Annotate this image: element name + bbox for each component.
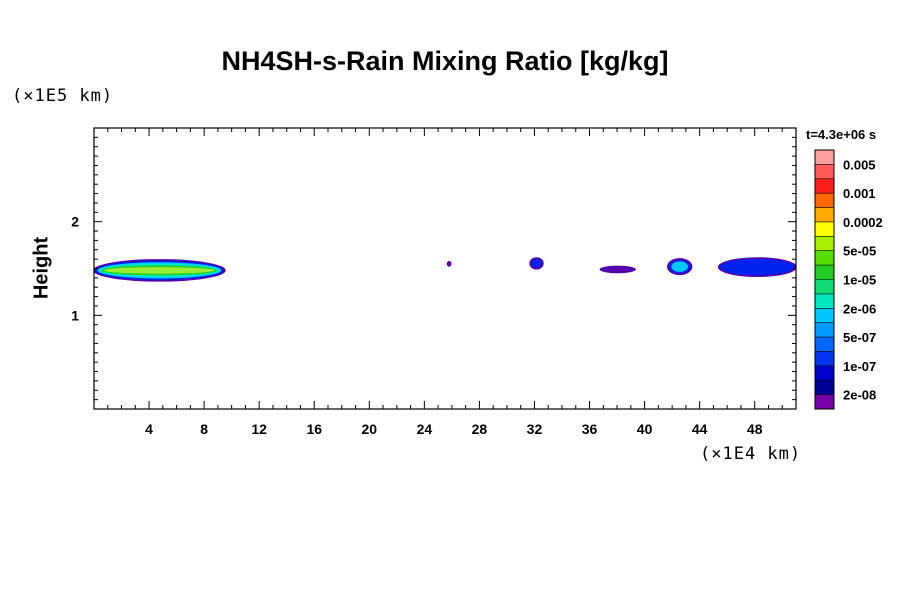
colorbar-swatch — [815, 308, 834, 323]
colorbar-swatch — [815, 265, 834, 280]
x-tick-label: 4 — [145, 421, 153, 437]
colorbar-label: 0.001 — [843, 186, 876, 201]
y-axis: 12 — [71, 136, 796, 401]
colorbar-label: 5e-07 — [843, 330, 876, 345]
x-tick-label: 44 — [692, 421, 708, 437]
feature-layer — [671, 261, 688, 272]
colorbar-swatch — [815, 337, 834, 352]
colorbar-frame — [814, 149, 835, 410]
colorbar-swatch — [815, 236, 834, 252]
x-tick-label: 28 — [472, 421, 488, 437]
colorbar-swatch — [815, 365, 834, 381]
colorbar: 0.005 0.001 0.0002 5e-05 1e-05 2e-06 5e-07 1e-0… — [814, 149, 883, 410]
x-tick-label: 24 — [417, 421, 433, 437]
colorbar-swatch — [815, 279, 834, 295]
feature-layer — [531, 258, 542, 268]
feature-layer — [720, 258, 795, 276]
y-tick-label: 1 — [71, 307, 79, 323]
colorbar-label: 1e-07 — [843, 359, 876, 374]
colorbar-swatch — [815, 221, 834, 237]
x-tick-label: 32 — [527, 421, 543, 437]
x-axis: 4 8 12 16 20 24 28 32 36 40 44 48 — [107, 128, 783, 437]
colorbar-label: 2e-06 — [843, 301, 876, 316]
colorbar-label: 1e-05 — [843, 273, 876, 288]
colorbar-label: 0.0002 — [843, 215, 883, 230]
colorbar-swatch — [815, 250, 834, 266]
x-tick-label: 8 — [200, 421, 208, 437]
colorbar-swatch — [815, 322, 834, 338]
colorbar-swatch — [815, 380, 834, 395]
x-axis-unit-label: (×1E4 km) — [700, 444, 802, 464]
feature-layer — [104, 267, 215, 274]
x-tick-label: 40 — [637, 421, 653, 437]
colorbar-swatch — [815, 207, 834, 223]
feature-layer — [599, 265, 636, 274]
plot-features — [94, 257, 796, 282]
x-tick-label: 48 — [747, 421, 763, 437]
colorbar-label: 5e-05 — [843, 244, 876, 259]
colorbar-swatch — [815, 394, 834, 410]
y-axis-unit-label: (×1E5 km) — [12, 86, 114, 106]
colorbar-swatch — [815, 164, 834, 180]
x-tick-label: 20 — [362, 421, 378, 437]
chart-title: NH4SH-s-Rain Mixing Ratio [kg/kg] — [221, 46, 669, 76]
colorbar-swatch — [815, 293, 834, 309]
x-tick-label: 36 — [582, 421, 598, 437]
y-tick-label: 2 — [71, 214, 79, 230]
colorbar-swatch — [815, 193, 834, 208]
x-tick-label: 16 — [306, 421, 322, 437]
x-tick-label: 12 — [251, 421, 267, 437]
colorbar-swatch — [815, 351, 834, 367]
colorbar-swatch — [815, 178, 834, 194]
colorbar-swatch — [815, 150, 834, 165]
colorbar-label: 2e-08 — [843, 388, 876, 403]
colorbar-label: 0.005 — [843, 157, 876, 172]
feature-layer — [446, 260, 452, 267]
time-label: t=4.3e+06 s — [806, 127, 877, 142]
